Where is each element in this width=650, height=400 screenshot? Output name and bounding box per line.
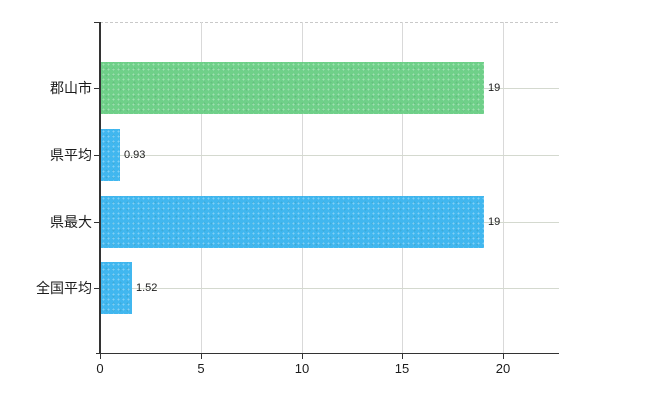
- x-axis-tick-15: [402, 354, 403, 359]
- plot-top-dashed-border: [100, 22, 559, 23]
- category-label-3: 全国平均: [36, 280, 92, 296]
- x-tick-label-0: 0: [96, 361, 104, 376]
- y-axis-line: [99, 22, 101, 353]
- x-axis-tick-10: [302, 354, 303, 359]
- category-label-1: 県平均: [50, 147, 92, 163]
- value-label-1: 0.93: [124, 149, 146, 161]
- category-label-2: 県最大: [50, 214, 92, 230]
- x-tick-label-5: 5: [197, 361, 205, 376]
- y-axis-top-tick: [94, 22, 100, 23]
- x-tick-label-10: 10: [294, 361, 310, 376]
- value-label-2: 19: [488, 216, 501, 228]
- x-tick-label-20: 20: [495, 361, 511, 376]
- row-gridline-1: [100, 155, 559, 156]
- y-axis-tick-3: [94, 288, 100, 289]
- bar-1: [101, 129, 120, 181]
- row-gridline-3: [100, 288, 559, 289]
- value-label-0: 19: [488, 82, 501, 94]
- x-gridline-10: [302, 22, 303, 353]
- x-gridline-15: [402, 22, 403, 353]
- bar-2: [101, 196, 484, 248]
- x-tick-label-15: 15: [394, 361, 410, 376]
- x-gridline-20: [503, 22, 504, 353]
- x-axis-tick-0: [100, 354, 101, 359]
- x-axis-tick-5: [201, 354, 202, 359]
- x-axis-tick-20: [503, 354, 504, 359]
- y-axis-tick-0: [94, 88, 100, 89]
- value-label-3: 1.52: [136, 282, 158, 294]
- category-label-0: 郡山市: [50, 80, 92, 96]
- bar-0: [101, 62, 484, 114]
- x-gridline-5: [201, 22, 202, 353]
- bar-3: [101, 262, 132, 314]
- y-axis-tick-1: [94, 155, 100, 156]
- x-axis-line: [96, 353, 559, 354]
- y-axis-tick-2: [94, 222, 100, 223]
